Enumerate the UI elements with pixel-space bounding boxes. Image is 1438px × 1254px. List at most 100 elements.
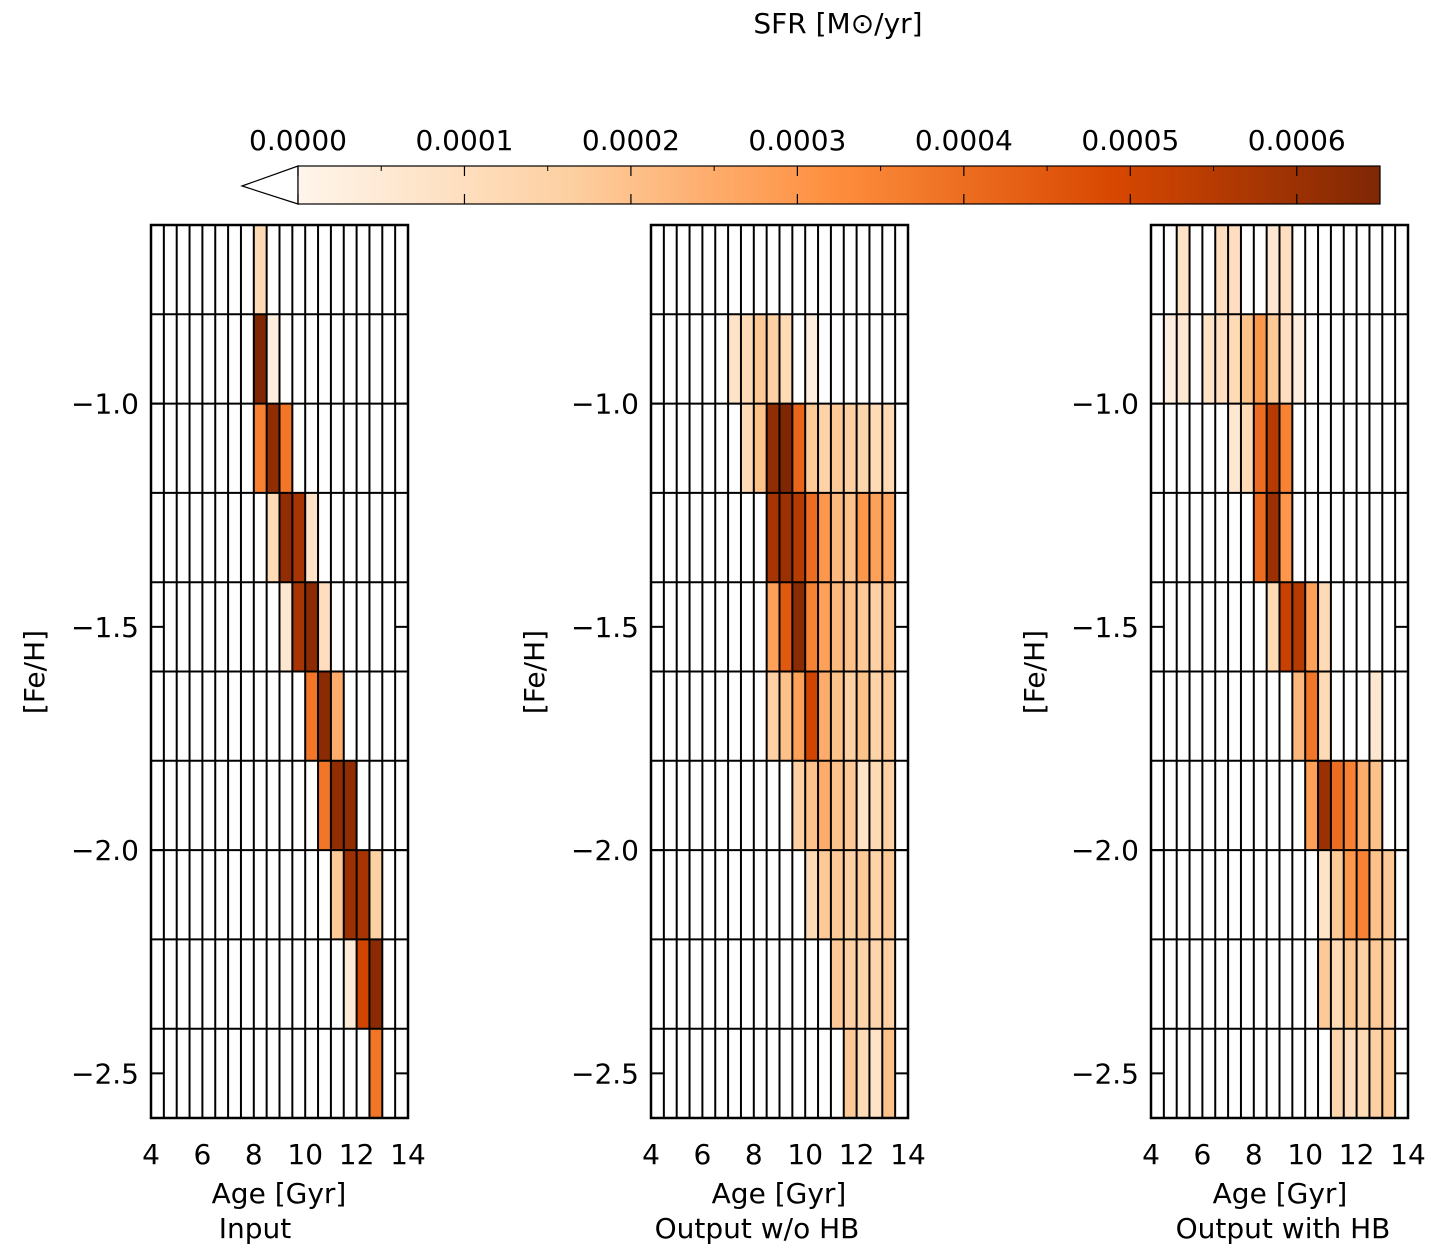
heatmap-cell — [856, 403, 870, 493]
heatmap-cell — [753, 314, 767, 404]
heatmap-cell — [766, 403, 780, 493]
y-tick-label: −2.5 — [571, 1057, 639, 1090]
heatmap-cell — [1343, 939, 1357, 1029]
heatmap-cell — [1266, 225, 1280, 315]
x-tick-label: 10 — [287, 1138, 323, 1171]
heatmap-cell — [279, 582, 293, 672]
heatmap-cell — [1266, 403, 1280, 493]
heatmap-cell — [830, 582, 844, 672]
heatmap-cell — [1202, 314, 1216, 404]
heatmap-cell — [356, 850, 370, 940]
heatmap-cell — [882, 850, 896, 940]
y-tick-label: −2.5 — [1071, 1057, 1139, 1090]
heatmap-cell — [305, 671, 319, 761]
heatmap-cell — [805, 760, 819, 851]
heatmap-cell — [805, 314, 819, 404]
heatmap-cell — [792, 492, 806, 583]
heatmap-cell — [330, 671, 344, 761]
heatmap-cell — [1330, 850, 1344, 940]
heatmap-cell — [318, 760, 331, 851]
heatmap-cell — [830, 939, 844, 1029]
heatmap-cell — [779, 671, 793, 761]
heatmap-cell — [882, 492, 896, 583]
panel-input: 4 6 8 10 12 14 −1.0 −1.5 −2.0 −2.5 Age [Gyr] Inpu… — [18, 223, 426, 1245]
heatmap-cell — [805, 582, 819, 672]
heatmap-cell — [830, 492, 844, 583]
colorbar-underflow-arrow — [240, 165, 299, 205]
panel-ylabel: [Fe/H] — [1018, 630, 1051, 714]
heatmap-cell — [1228, 403, 1241, 493]
heatmap-cell — [869, 671, 883, 761]
heatmap-cell — [1382, 939, 1396, 1029]
heatmap-cell — [318, 671, 331, 761]
colorbar-tick-label: 0.0003 — [748, 124, 846, 157]
heatmap-cell — [1369, 1028, 1383, 1118]
panel-title: Output with HB — [1176, 1212, 1391, 1245]
heatmap-cell — [1318, 671, 1331, 761]
panel-ylabel: [Fe/H] — [518, 630, 551, 714]
y-tick-label: −1.5 — [571, 611, 639, 644]
x-tick-label: 8 — [1245, 1138, 1263, 1171]
heatmap-cell — [882, 671, 896, 761]
heatmap-cell — [869, 850, 883, 940]
panel-xlabel: Age [Gyr] — [212, 1177, 347, 1210]
heatmap-cell — [1279, 225, 1293, 315]
heatmap-cell — [818, 492, 831, 583]
heatmap-cell — [882, 403, 896, 493]
heatmap-cell — [1279, 492, 1293, 583]
heatmap-cell — [869, 939, 883, 1029]
heatmap-cell — [766, 671, 780, 761]
y-tick-label: −1.0 — [1071, 388, 1139, 421]
heatmap-cell — [266, 403, 280, 493]
heatmap-cell — [856, 850, 870, 940]
x-tick-label: 4 — [642, 1138, 660, 1171]
heatmap-cell — [882, 582, 896, 672]
heatmap-cell — [1176, 314, 1190, 404]
heatmap-cell — [830, 403, 844, 493]
colorbar: SFR [M⊙/yr] 0.0000 0.0001 0.0002 0.0003 0.00… — [240, 7, 1381, 205]
heatmap-cell — [343, 850, 357, 940]
heatmap-cell — [1240, 403, 1254, 493]
x-tick-label: 6 — [193, 1138, 211, 1171]
heatmap-cell — [1305, 760, 1319, 851]
heatmap-cell — [779, 314, 793, 404]
heatmap-cell — [843, 760, 857, 851]
heatmap-cell — [253, 403, 267, 493]
panel-output-without-hb: 4 6 8 10 12 14 −1.0 −1.5 −2.0 −2.5 Age [Gyr] Outp… — [518, 223, 926, 1245]
heatmap-cell — [766, 314, 780, 404]
heatmap-cell — [805, 492, 819, 583]
heatmap-cell — [1292, 671, 1306, 761]
heatmap-cell — [1215, 225, 1229, 315]
heatmap-cell — [1369, 939, 1383, 1029]
heatmap-cell — [1163, 314, 1177, 404]
heatmap-cell — [869, 760, 883, 851]
x-tick-label: 6 — [693, 1138, 711, 1171]
colorbar-title: SFR [M⊙/yr] — [753, 7, 922, 40]
panel-xlabel: Age [Gyr] — [712, 1177, 847, 1210]
heatmap-cell — [1253, 314, 1267, 404]
heatmap-cell — [1266, 492, 1280, 583]
heatmap-cell — [843, 492, 857, 583]
heatmap-cell — [1369, 760, 1383, 851]
heatmap-cell — [818, 760, 831, 851]
y-tick-label: −1.5 — [1071, 611, 1139, 644]
plot-frame — [649, 223, 910, 1120]
heatmap-cell — [740, 403, 754, 493]
heatmap-cell — [869, 582, 883, 672]
x-tick-label: 14 — [390, 1138, 426, 1171]
y-tick-label: −2.0 — [1071, 834, 1139, 867]
x-tick-label: 14 — [890, 1138, 926, 1171]
heatmap-cell — [1343, 760, 1357, 851]
x-tick-label: 14 — [1390, 1138, 1426, 1171]
heatmap-cell — [843, 939, 857, 1029]
x-tick-label: 12 — [339, 1138, 375, 1171]
heatmap-cell — [869, 1028, 883, 1118]
x-tick-label: 12 — [1339, 1138, 1375, 1171]
heatmap-cell — [1330, 1028, 1344, 1118]
heatmap-cell — [253, 225, 267, 315]
heatmap-cell — [1176, 225, 1190, 315]
heatmap-cell — [843, 671, 857, 761]
heatmap-cell — [369, 939, 383, 1029]
heatmap-cell — [1292, 582, 1306, 672]
